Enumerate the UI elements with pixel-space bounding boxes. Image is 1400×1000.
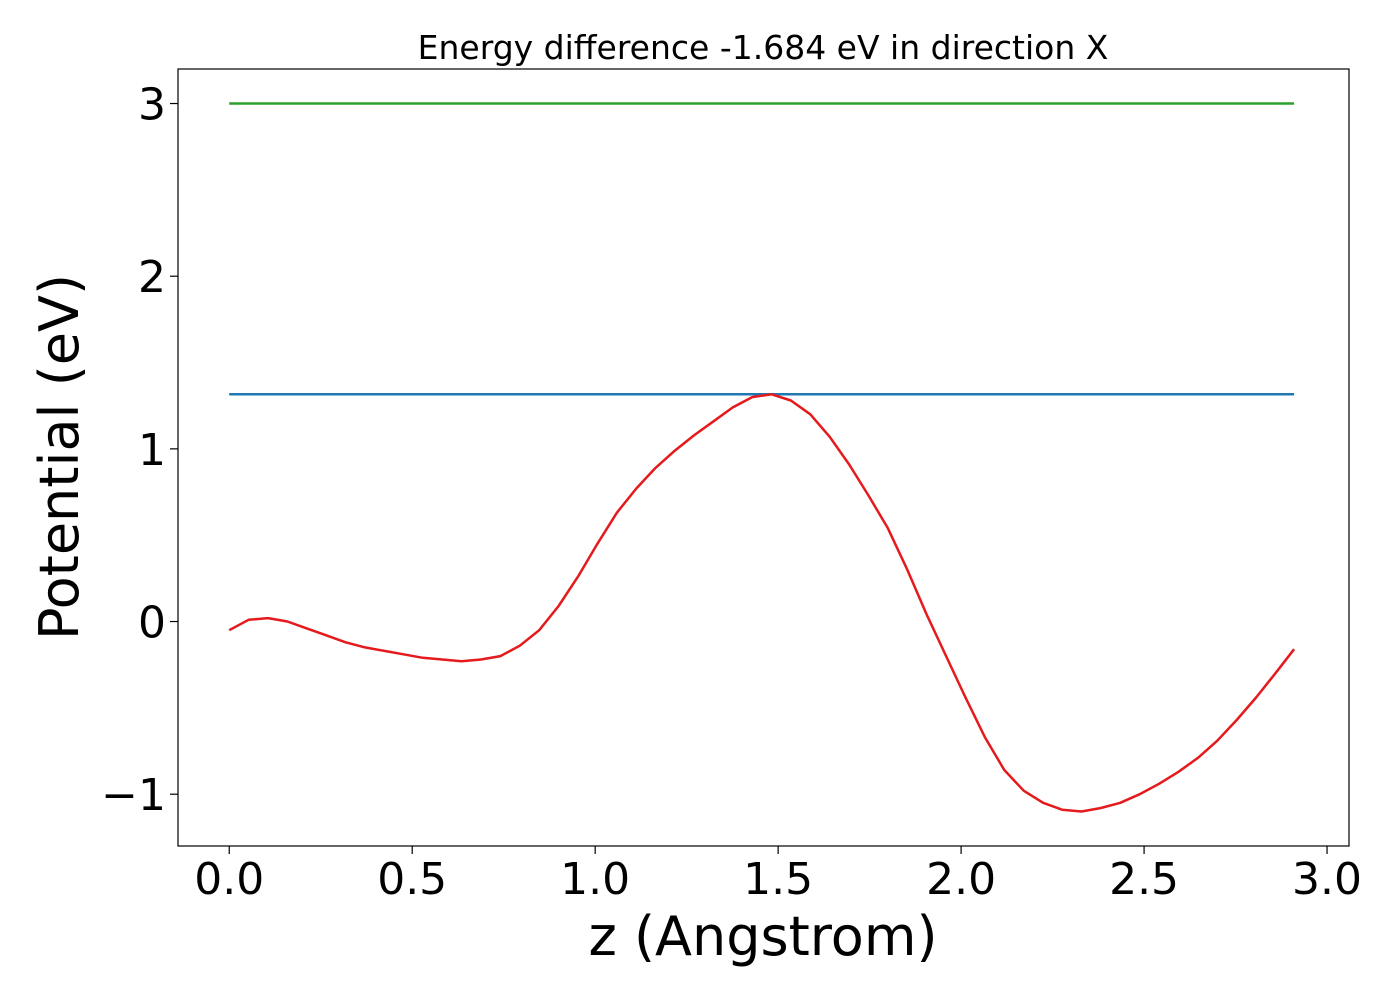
y-axis: −1 0 1 2 3 — [101, 80, 178, 821]
y-tick-label: 3 — [138, 80, 166, 131]
y-tick-label: 1 — [138, 425, 166, 476]
series-line-3 — [228, 393, 1296, 813]
x-tick-label: 3.0 — [1292, 854, 1362, 905]
x-axis: 0.0 0.5 1.0 1.5 2.0 2.5 3.0 — [194, 846, 1362, 905]
x-tick-label: 2.0 — [926, 854, 996, 905]
x-tick-label: 0.5 — [377, 854, 447, 905]
y-axis-label: Potential (eV) — [28, 274, 91, 640]
x-axis-label: z (Angstrom) — [588, 905, 937, 968]
y-tick-label: 2 — [138, 252, 166, 303]
plot-area — [177, 68, 1350, 847]
plot-frame — [177, 68, 1350, 847]
x-tick-label: 1.0 — [560, 854, 630, 905]
chart-title: Energy difference -1.684 eV in direction… — [418, 28, 1109, 67]
y-tick-label: −1 — [101, 770, 166, 821]
y-tick-label: 0 — [138, 598, 166, 649]
series-layer — [228, 102, 1296, 813]
x-tick-label: 1.5 — [743, 854, 813, 905]
x-tick-label: 2.5 — [1109, 854, 1179, 905]
x-tick-label: 0.0 — [194, 854, 264, 905]
